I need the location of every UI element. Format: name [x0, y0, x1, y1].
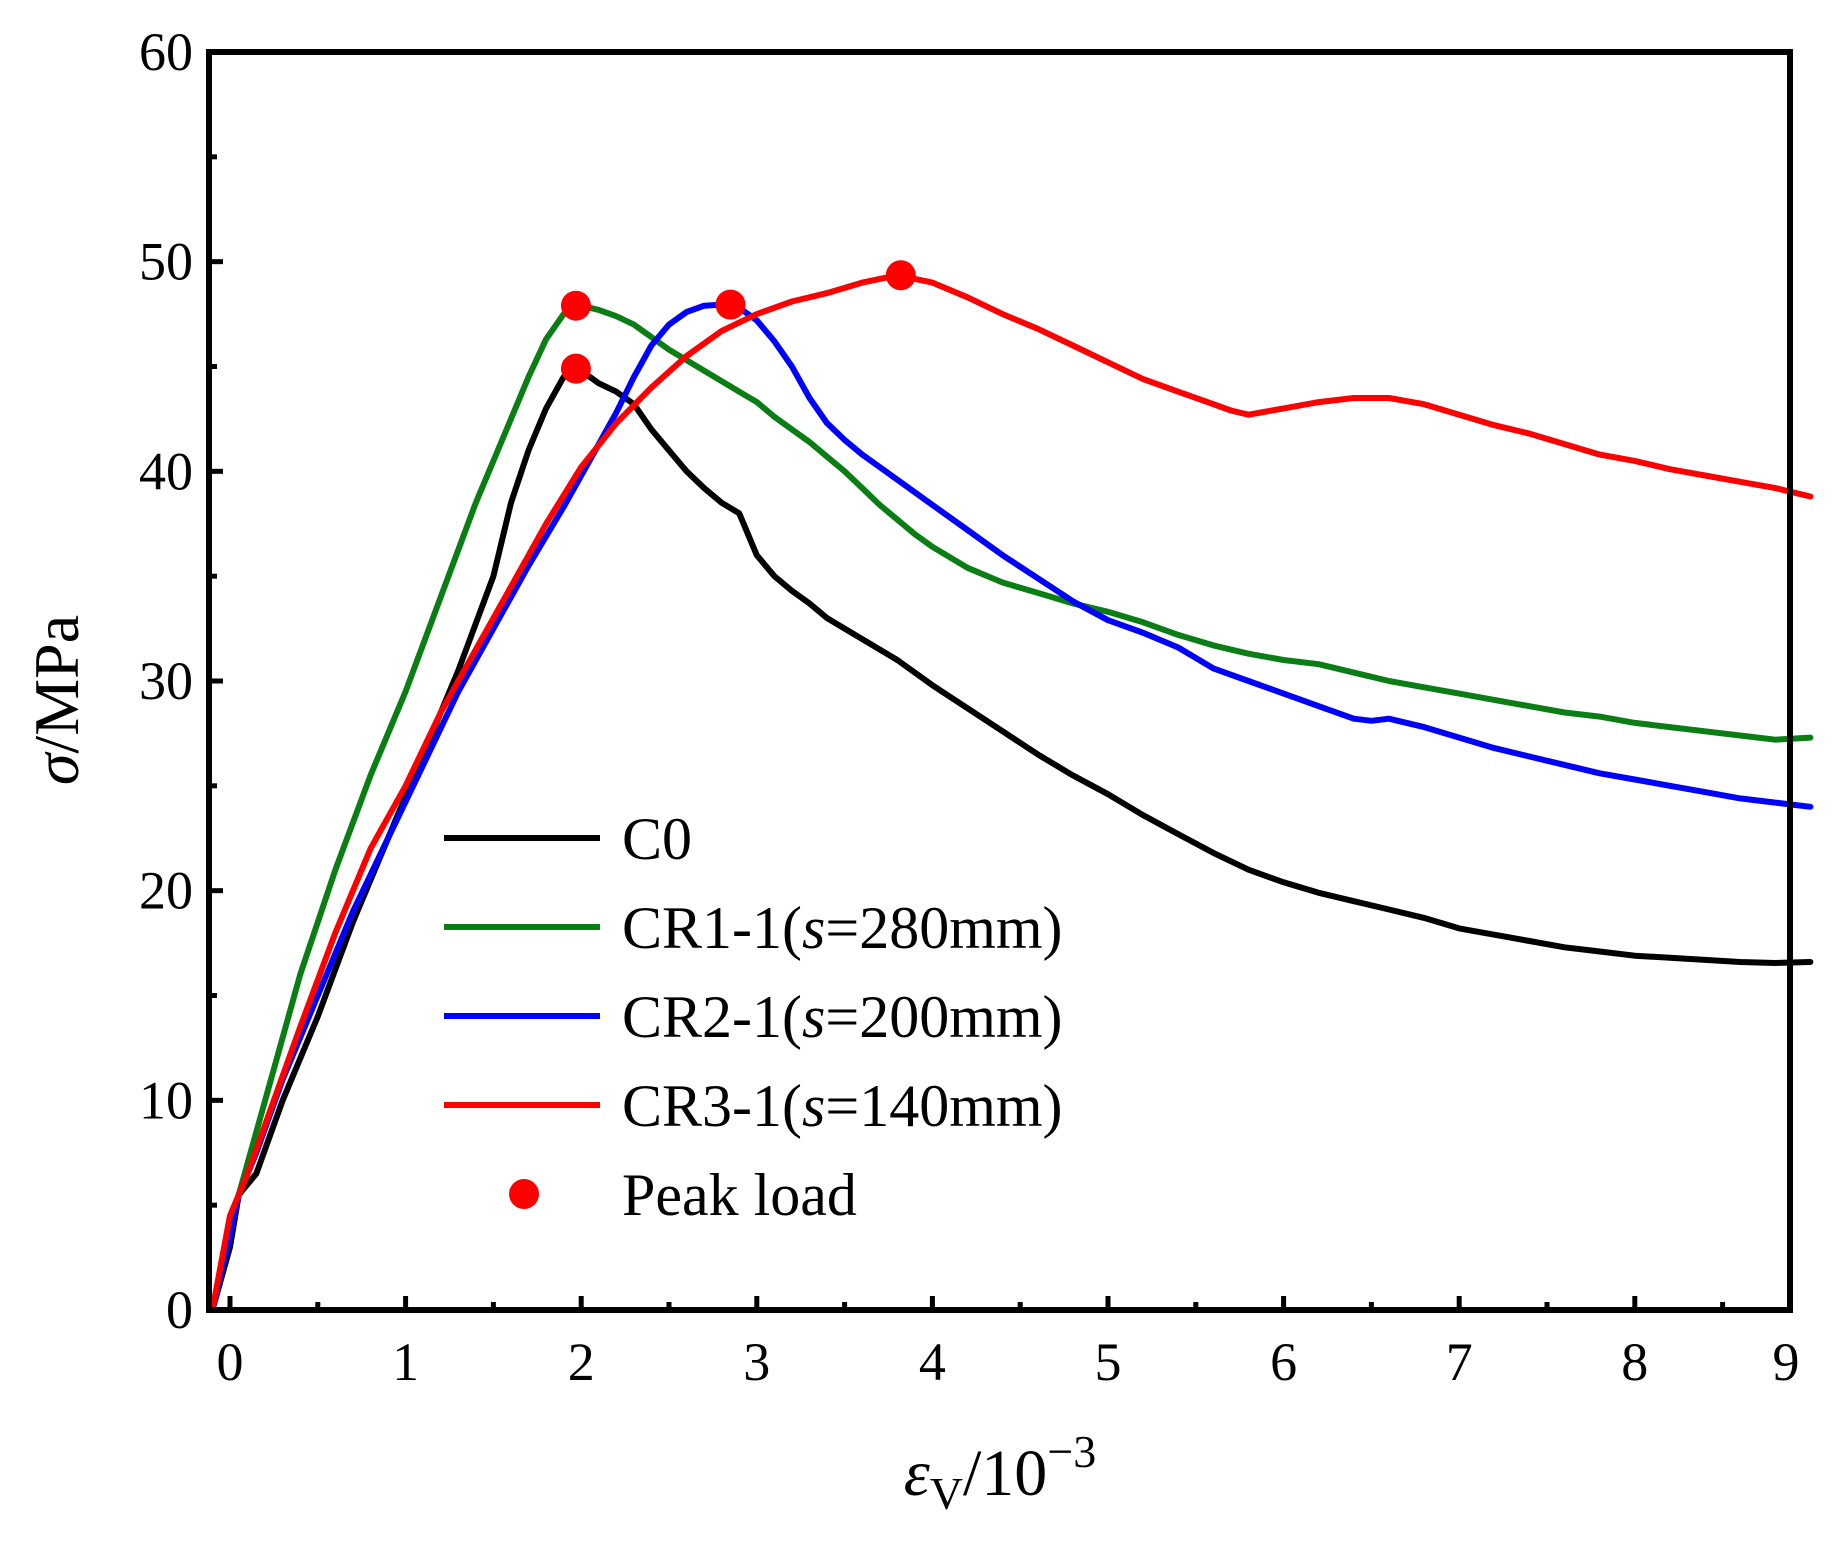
peak-point-1	[560, 353, 591, 384]
y-tick-label: 10	[139, 1070, 193, 1130]
legend-label-3: CR3-1(s=140mm)	[622, 1073, 1063, 1139]
legend-swatch-peak	[509, 1179, 539, 1209]
series-line-2	[209, 301, 1814, 1313]
y-tick-label: 60	[139, 22, 193, 82]
x-tick-label: 1	[392, 1332, 419, 1392]
y-tick-label: 20	[139, 861, 193, 921]
x-tick-label: 0	[217, 1332, 244, 1392]
x-axis-label: εV/10−3	[904, 1426, 1097, 1519]
legend-label-peak: Peak load	[622, 1162, 857, 1228]
x-tick-label: 2	[568, 1332, 595, 1392]
legend-label-0: C0	[622, 806, 692, 872]
legend: C0 CR1-1(s=280mm) CR2-1(s=200mm) CR3-1(s=14…	[444, 806, 1063, 1228]
peak-point-2	[715, 289, 746, 320]
axis-labels: σ/MPa εV/10−3	[21, 615, 1096, 1519]
x-tick-label: 9	[1773, 1332, 1800, 1392]
legend-label-1: CR1-1(s=280mm)	[622, 895, 1063, 961]
x-tick-label: 6	[1270, 1332, 1297, 1392]
axes: 0 1 2 3 4 5 6 7 8 9 0 10 20 30 40 50 60	[139, 22, 1800, 1392]
x-tick-label: 3	[743, 1332, 770, 1392]
legend-label-2: CR2-1(s=200mm)	[622, 984, 1063, 1050]
series-line-0	[209, 363, 1814, 1313]
peak-markers	[560, 260, 916, 384]
x-tick-label: 5	[1095, 1332, 1122, 1392]
y-tick-label: 0	[166, 1280, 193, 1340]
series-layer	[209, 272, 1814, 1313]
peak-point-0	[560, 290, 591, 321]
x-tick-label: 4	[919, 1332, 946, 1392]
y-tick-label: 40	[139, 441, 193, 501]
y-axis-label: σ/MPa	[21, 615, 92, 785]
series-line-3	[209, 272, 1814, 1313]
x-tick-label: 7	[1446, 1332, 1473, 1392]
series-line-1	[209, 302, 1814, 1313]
x-tick-label: 8	[1621, 1332, 1648, 1392]
peak-point-3	[885, 260, 916, 291]
y-tick-label: 50	[139, 232, 193, 292]
y-tick-label: 30	[139, 651, 193, 711]
